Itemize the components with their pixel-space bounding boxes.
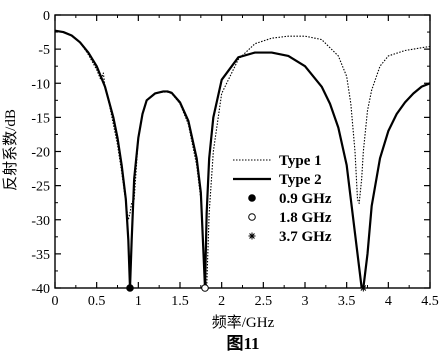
legend-label-1-8-ghz: 1.8 GHz bbox=[279, 210, 332, 226]
x-tick-label: 1.5 bbox=[171, 294, 189, 309]
y-tick-label: 0 bbox=[43, 9, 50, 24]
y-tick-label: -30 bbox=[31, 214, 50, 229]
plot-series-layer bbox=[55, 29, 430, 288]
x-tick-label: 4 bbox=[385, 294, 392, 309]
y-tick-label: -5 bbox=[38, 43, 50, 58]
data-point-3-7-ghz bbox=[359, 284, 367, 292]
x-tick-label: 2 bbox=[218, 294, 225, 309]
y-tick-label: -25 bbox=[31, 180, 50, 195]
legend-marker-0-9-ghz bbox=[248, 194, 256, 202]
y-axis-label: 反射系数/dB bbox=[2, 109, 19, 191]
x-tick-label: 1 bbox=[135, 294, 142, 309]
figure-caption: 图11 bbox=[226, 334, 259, 353]
legend: Type 1 Type 2 0.9 GHz 1.8 GHz 3.7 GHz bbox=[233, 153, 332, 245]
y-tick-label: -15 bbox=[31, 111, 50, 126]
data-point-1-8-ghz bbox=[201, 284, 209, 292]
legend-label-type-1: Type 1 bbox=[279, 153, 322, 169]
x-tick-label: 3.5 bbox=[338, 294, 356, 309]
x-tick-label: 3 bbox=[302, 294, 309, 309]
y-tick-label: -20 bbox=[31, 146, 50, 161]
legend-label-0-9-ghz: 0.9 GHz bbox=[279, 191, 332, 207]
x-tick-label: 0.5 bbox=[88, 294, 106, 309]
legend-label-type-2: Type 2 bbox=[279, 172, 322, 188]
axes-layer: 0 0.5 1 1.5 2 2.5 3 3.5 4 4.5 0 -5 -10 -15 -20 -25 -30 -3… bbox=[31, 9, 438, 309]
legend-marker-1-8-ghz bbox=[248, 213, 256, 221]
legend-label-3-7-ghz: 3.7 GHz bbox=[279, 229, 332, 245]
series-line-type-2 bbox=[55, 29, 430, 288]
y-tick-label: -40 bbox=[31, 282, 50, 297]
x-tick-label: 0 bbox=[52, 294, 59, 309]
legend-marker-3-7-ghz bbox=[248, 232, 256, 240]
y-tick-label: -10 bbox=[31, 77, 50, 92]
x-axis-label: 频率/GHz bbox=[212, 314, 275, 331]
y-tick-label: -35 bbox=[31, 248, 50, 263]
data-point-0-9-ghz bbox=[126, 284, 134, 292]
x-tick-label: 4.5 bbox=[421, 294, 439, 309]
x-tick-label: 2.5 bbox=[255, 294, 273, 309]
